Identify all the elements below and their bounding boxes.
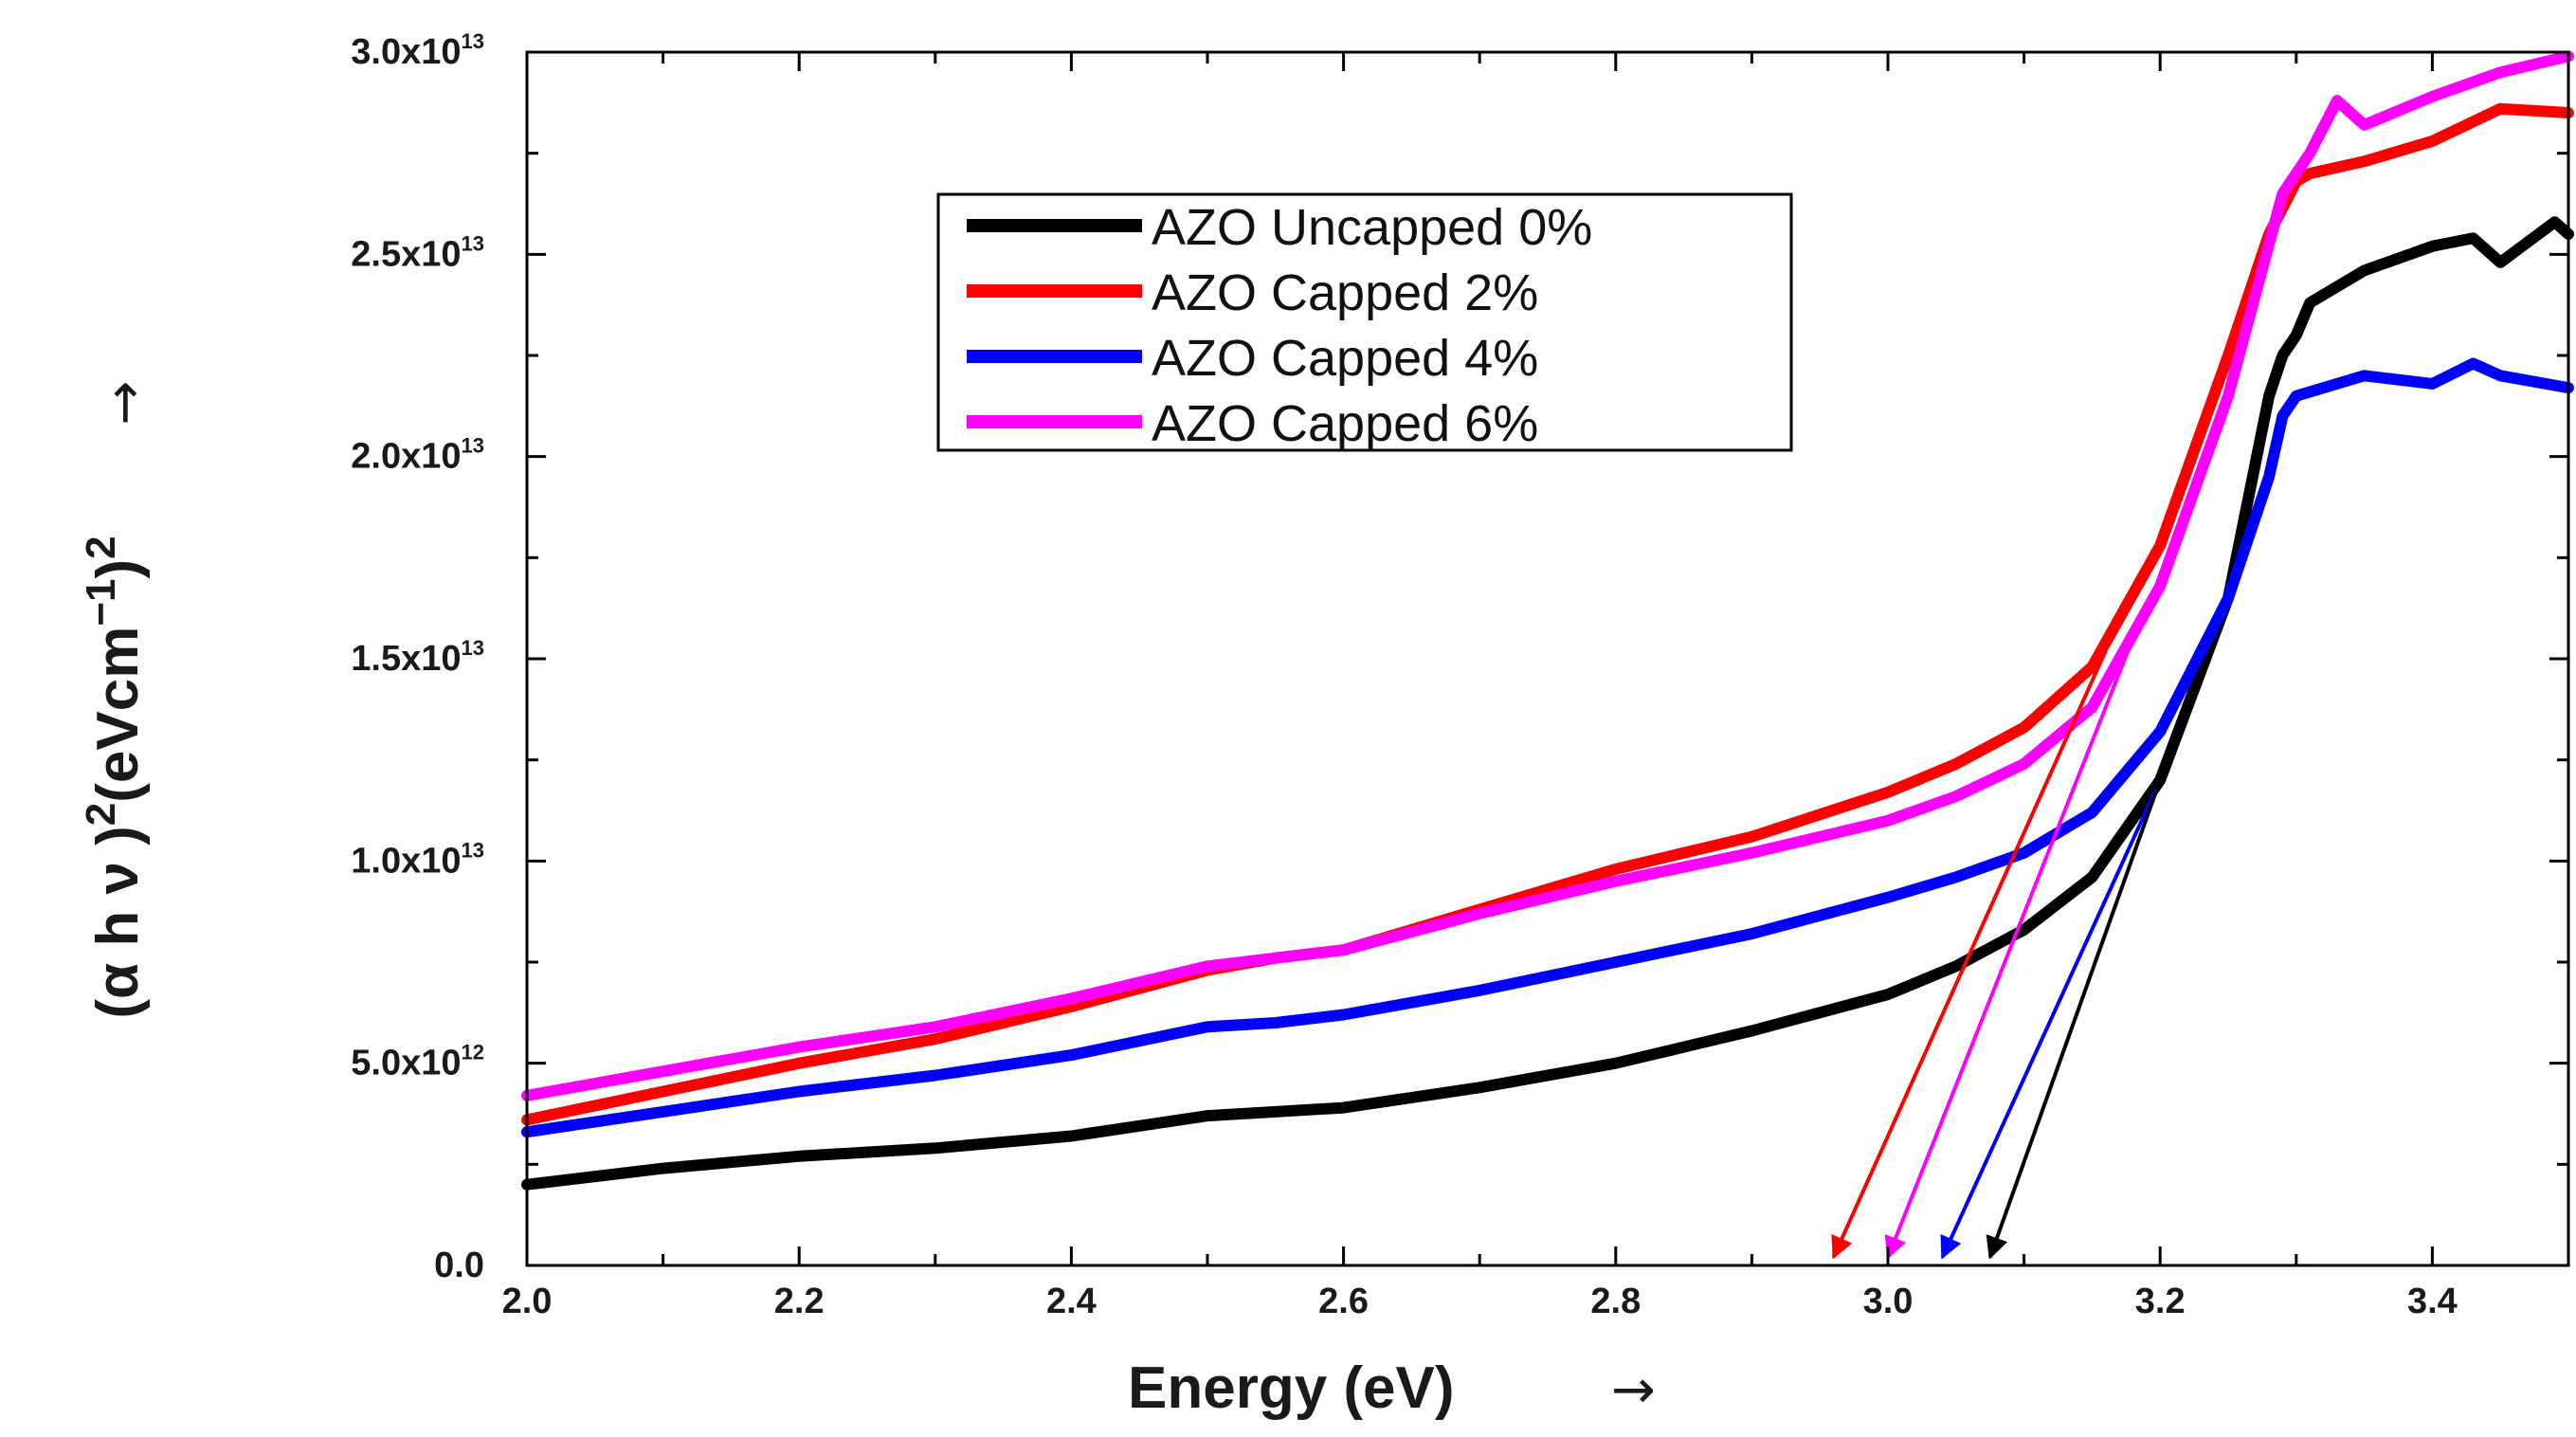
legend-box <box>936 192 1793 452</box>
y-axis-title-unit: (eVcm <box>85 627 151 803</box>
y-tick-label: 3.0x1013 <box>351 29 484 72</box>
legend-label-capped-6: AZO Capped 6% <box>1152 395 1538 452</box>
y-tick-exponent: 13 <box>462 29 484 53</box>
x-tick-label: 2.6 <box>1318 1282 1369 1321</box>
y-axis-title-sup1: 2 <box>78 803 124 826</box>
x-tick-label: 3.2 <box>2135 1282 2186 1321</box>
series-group <box>521 50 2574 1191</box>
tangent-arrow-capped-6 <box>1884 637 2135 1260</box>
y-axis-title-close: ) <box>85 559 151 579</box>
tangent-arrow-group <box>1831 637 2163 1260</box>
y-tick-exponent: 13 <box>462 838 484 862</box>
y-tick-exponent: 13 <box>462 636 484 660</box>
y-axis-title: (α h ν )2(eVcm−1)2 <box>78 536 151 1018</box>
y-tick-label: 1.0x1013 <box>351 838 484 881</box>
series-line-capped-4 <box>521 357 2574 1138</box>
legend-label-capped-2: AZO Capped 2% <box>1152 264 1538 321</box>
y-tick-label: 0.0 <box>434 1246 484 1285</box>
y-axis-arrow: → <box>94 381 155 426</box>
y-tick-label: 2.0x1013 <box>351 434 484 477</box>
x-tick-label: 2.0 <box>502 1282 553 1321</box>
series-line-capped-2 <box>521 102 2574 1126</box>
x-tick-label: 3.4 <box>2407 1282 2458 1321</box>
y-tick-label: 1.5x1013 <box>351 636 484 679</box>
y-axis-title-sup3: 2 <box>78 536 124 558</box>
legend: AZO Uncapped 0% AZO Capped 2% AZO Capped… <box>936 192 1793 452</box>
svg-text:(α h ν )2(eVcm−1)2: (α h ν )2(eVcm−1)2 <box>78 536 151 1018</box>
y-tick-exponent: 13 <box>462 434 484 458</box>
y-tick-exponent: 13 <box>462 231 484 255</box>
series-line-uncapped-0 <box>521 216 2574 1191</box>
y-axis-title-base: (α h ν ) <box>85 826 151 1018</box>
x-tick-label: 3.0 <box>1863 1282 1914 1321</box>
series-line-capped-6 <box>521 50 2574 1101</box>
y-axis-title-sup2: −1 <box>78 578 124 626</box>
x-tick-label: 2.8 <box>1590 1282 1641 1321</box>
y-tick-label: 5.0x1012 <box>351 1041 484 1083</box>
tangent-arrow-capped-4 <box>1940 779 2163 1260</box>
tangent-arrow-capped-2 <box>1831 649 2108 1260</box>
x-axis-arrow: → <box>1611 1359 1656 1421</box>
legend-label-capped-4: AZO Capped 4% <box>1152 330 1538 387</box>
x-tick-label: 2.2 <box>774 1282 825 1321</box>
y-tick-exponent: 12 <box>462 1041 484 1064</box>
x-axis-title: Energy (eV) <box>1128 1355 1455 1421</box>
y-tick-label: 2.5x1013 <box>351 231 484 274</box>
tangent-arrow-uncapped-0 <box>1986 779 2163 1260</box>
axes-group: 2.0 2.2 2.4 2.6 2.8 3.0 3.2 3.4 0.0 5.0x1012 1.0x1… <box>351 29 2570 1321</box>
legend-label-uncapped-0: AZO Uncapped 0% <box>1152 199 1592 256</box>
x-tick-label: 2.4 <box>1046 1282 1097 1321</box>
